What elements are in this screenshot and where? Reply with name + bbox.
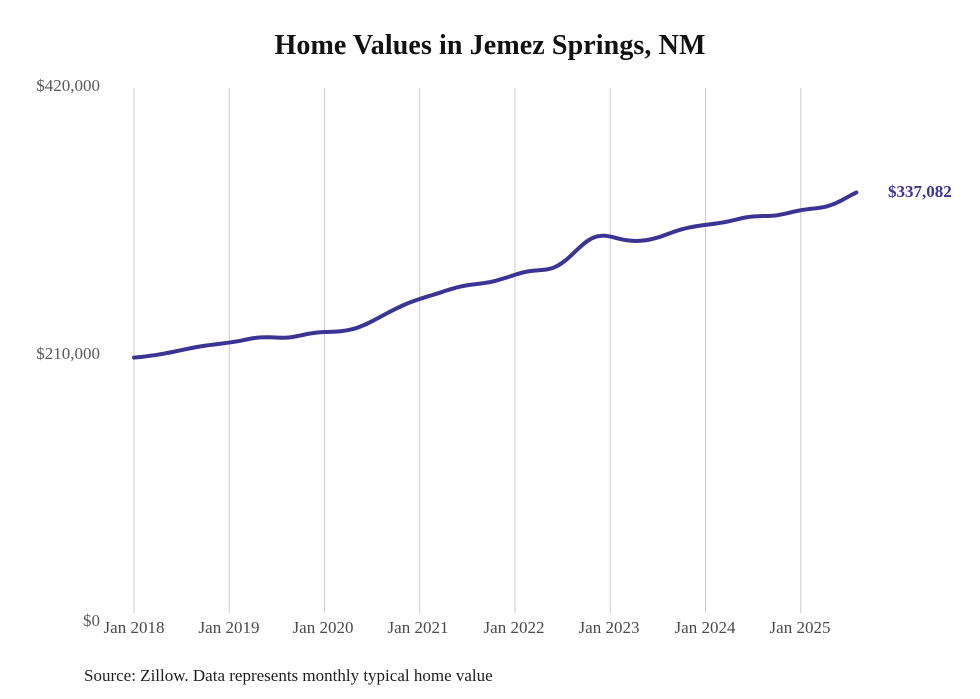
series-line-0 — [132, 190, 859, 360]
x-axis-tick-label-jan-2025: Jan 2025 — [769, 618, 831, 637]
data-series-lines — [132, 190, 859, 360]
chart-title: Home Values in Jemez Springs, NM — [274, 30, 706, 61]
y-axis-tick-label-210000: $210,000 — [36, 344, 100, 363]
x-axis-tick-label-jan-2019: Jan 2019 — [198, 618, 260, 637]
y-axis-tick-label-0: $0 — [83, 611, 100, 630]
series-end-value-label: $337,082 — [888, 181, 952, 201]
x-axis-tick-label-jan-2021: Jan 2021 — [387, 618, 449, 637]
x-axis-tick-label-jan-2022: Jan 2022 — [483, 618, 545, 637]
x-axis-tick-label-jan-2020: Jan 2020 — [292, 618, 354, 637]
x-axis-tick-label-jan-2024: Jan 2024 — [674, 618, 736, 637]
gridlines — [133, 88, 802, 613]
y-axis-tick-label-420000: $420,000 — [36, 76, 100, 95]
source-note: Source: Zillow. Data represents monthly … — [84, 666, 493, 685]
x-axis-tick-label-jan-2018: Jan 2018 — [103, 618, 165, 637]
x-axis-tick-label-jan-2023: Jan 2023 — [578, 618, 640, 637]
